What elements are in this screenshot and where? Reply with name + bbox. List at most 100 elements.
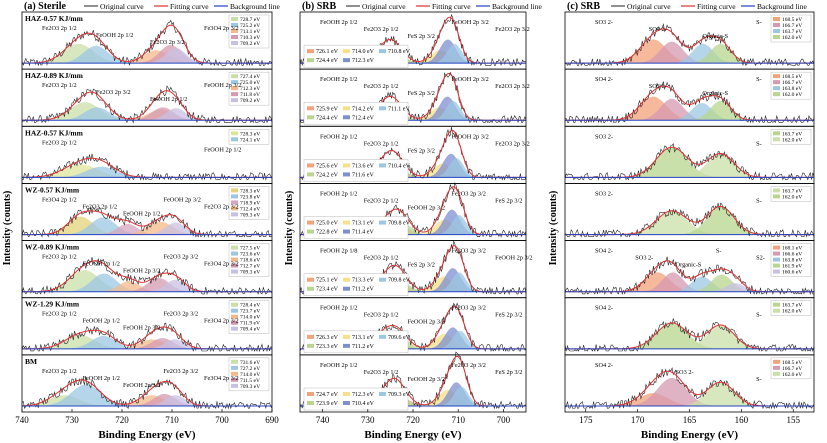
x-axis: 740 730 720 710 700 690 Binding Energy (eV) — [15, 409, 279, 441]
fitted-peak — [300, 215, 526, 235]
energy-value: 168.5 eV — [782, 360, 802, 366]
peak-annotation: FeOOH 2p 3/2 — [408, 376, 445, 383]
peak-annotation: FeOOH 2p 1/2 — [320, 133, 357, 140]
energy-value: 718.9 eV — [240, 200, 260, 206]
energy-swatch — [231, 359, 238, 364]
x-tick-label: 690 — [265, 415, 279, 425]
peak-annotation: FeOOH 2p 3/2 — [495, 255, 532, 262]
peak-annotation: Fe2O3 2p 3/2 — [495, 83, 530, 90]
x-tick-label: 155 — [787, 415, 801, 425]
fitted-peak — [22, 278, 272, 292]
energy-value: 728.3 eV — [240, 188, 260, 194]
peak-annotation: Fe2O3 2p 1/2 — [42, 311, 77, 318]
sample-label: HAZ-0.57 KJ/mm — [25, 14, 84, 23]
fitted-peak — [300, 330, 526, 349]
sample-label: WZ-0.89 KJ/mm — [25, 243, 80, 252]
energy-swatch — [379, 334, 386, 339]
xps-panel: 724.7 eV 723.9 eV 712.3 eV 710.4 eV 709.3 eV… — [299, 351, 527, 413]
xps-panel: 725.9 eV 724.4 eV 714.2 eV 712.4 eV 711.1 eV… — [299, 68, 530, 127]
x-tick-label: 700 — [497, 415, 511, 425]
peak-annotation: SO3 2- — [595, 19, 613, 26]
chart-column-1: (a) Sterile Original curve Fitting curve Ba… — [15, 1, 280, 441]
x-axis-label: Binding Energy (eV) — [98, 429, 196, 441]
energy-swatch — [773, 245, 780, 250]
energy-swatch — [231, 251, 238, 256]
energy-value: 714.0 eV — [240, 372, 260, 378]
xps-panel: 726.1 eV 724.4 eV 714.0 eV 712.3 eV 710.8 eV… — [299, 11, 530, 70]
energy-value: 711.8 eV — [240, 92, 260, 98]
energy-value: 712.3 eV — [352, 58, 375, 64]
energy-swatch — [773, 35, 780, 39]
energy-value: 712.7 eV — [240, 264, 260, 270]
legend-original: Original curve — [627, 2, 671, 11]
y-axis-label: Intensity (counts) — [284, 191, 295, 266]
energy-value: 709.8 eV — [388, 221, 411, 227]
peak-annotation: FeOOH 2p 3/2 — [408, 319, 445, 326]
x-tick-label: 165 — [683, 415, 697, 425]
sample-label: HAZ-0.57 KJ/mm — [25, 128, 84, 137]
energy-value: 712.4 eV — [240, 206, 260, 212]
peak-annotation: Fe2O3 2p 3/2 — [164, 368, 199, 375]
energy-inset — [770, 129, 812, 145]
peak-annotation: FeOOH 2p 3/2 — [204, 82, 241, 89]
energy-value: 723.4 eV — [316, 287, 339, 293]
energy-swatch — [231, 131, 238, 136]
peak-annotation: FeS 2p 3/2 — [408, 90, 435, 97]
energy-swatch — [773, 302, 780, 307]
peak-annotation: FeOOH 2p 1/2 — [83, 375, 120, 382]
peak-annotation: FeS 2p 3/2 — [495, 197, 522, 204]
energy-swatch — [343, 343, 350, 348]
peak-annotation: FeOOH 2p 1/2 — [320, 190, 357, 197]
energy-swatch — [307, 401, 314, 405]
legend-fitting: Fitting curve — [697, 2, 736, 11]
y-axis-label: Intensity (counts) — [548, 191, 559, 266]
sample-label: WZ-1.29 KJ/mm — [25, 300, 80, 309]
energy-value: 724.4 eV — [316, 58, 339, 64]
peak-annotation: Fe2O3 2p 3/2 — [451, 190, 486, 197]
peak-annotation: FeOOH 2p 1/8 — [320, 248, 357, 255]
peak-annotation: FeOOH 2p 3/2 — [123, 382, 160, 389]
energy-value: 709.2 eV — [240, 41, 260, 47]
energy-swatch — [773, 371, 780, 376]
energy-swatch — [307, 343, 314, 348]
energy-value: 724.7 eV — [316, 392, 339, 398]
fitted-peak — [300, 393, 526, 406]
energy-swatch — [231, 377, 238, 382]
peak-annotation: Fe2O3 2p 3/2 — [164, 254, 199, 261]
peak-annotation: S- — [756, 140, 762, 147]
energy-value: 726.3 eV — [316, 335, 339, 341]
fitted-peak — [565, 276, 814, 292]
original-curve — [564, 256, 814, 296]
energy-swatch — [343, 106, 350, 111]
energy-swatch — [231, 29, 238, 33]
chart-title: (a) Sterile — [24, 1, 66, 12]
x-tick-label: 740 — [316, 415, 330, 425]
fitted-peak — [565, 147, 814, 178]
legend: Original curve Fitting curve Background li… — [611, 2, 807, 11]
energy-inset — [770, 300, 812, 316]
energy-value: 727.2 eV — [240, 366, 260, 372]
energy-swatch — [231, 86, 238, 91]
x-tick-label: 730 — [361, 415, 375, 425]
fitted-peak — [22, 395, 272, 406]
peak-annotation: S- — [756, 197, 762, 204]
energy-swatch — [231, 194, 238, 199]
energy-swatch — [343, 277, 350, 282]
peak-annotation: Fe2O3 2p 3/2 — [164, 311, 199, 318]
energy-value: 724.2 eV — [316, 172, 339, 178]
energy-value: 160.6 eV — [782, 270, 802, 276]
energy-value: 724.4 eV — [316, 115, 339, 121]
peak-annotation: FeOOH 2p 1/2 — [320, 19, 357, 26]
energy-value: 725.2 eV — [240, 23, 260, 29]
energy-value: 728.4 eV — [240, 303, 260, 309]
energy-swatch — [773, 308, 780, 313]
energy-value: 162.0 eV — [782, 92, 802, 98]
energy-swatch — [231, 263, 238, 268]
energy-swatch — [379, 49, 386, 54]
energy-swatch — [773, 92, 780, 97]
peak-annotation: S- — [756, 19, 762, 26]
energy-swatch — [307, 392, 314, 396]
